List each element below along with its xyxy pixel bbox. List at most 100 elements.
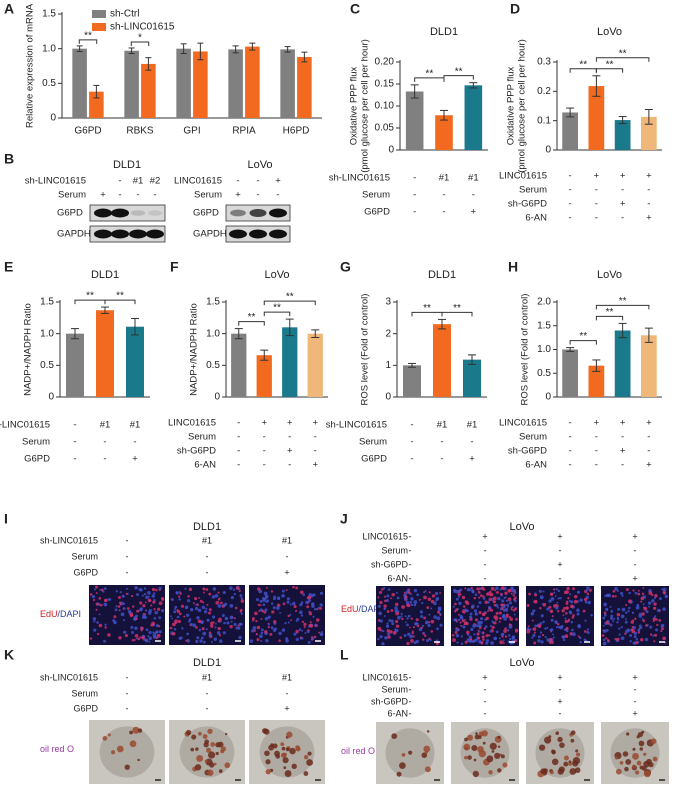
cell-dot xyxy=(654,593,658,598)
cell-dot xyxy=(178,612,182,616)
lipid-droplet xyxy=(557,736,563,743)
condition-label: G6PD xyxy=(73,703,98,713)
cell-dot xyxy=(183,615,186,618)
cell-dot xyxy=(493,621,497,625)
cell-dot xyxy=(625,588,629,592)
cell-dot xyxy=(514,639,518,643)
cell-dot xyxy=(470,586,473,590)
cell-dot xyxy=(197,608,202,613)
cell-dot xyxy=(501,632,504,636)
cell-dot xyxy=(267,625,270,629)
cell-dot xyxy=(413,600,418,604)
cell-dot xyxy=(540,614,544,618)
condition-cell: - xyxy=(314,432,317,443)
cell-dot xyxy=(604,594,607,597)
condition-cell: - xyxy=(136,190,139,201)
condition-label: 6-AN xyxy=(525,460,547,471)
cell-dot xyxy=(226,621,230,625)
cell-dot xyxy=(602,624,605,627)
cell-dot xyxy=(315,618,320,622)
condition-label: LINC01615 xyxy=(499,418,547,429)
cell-dot xyxy=(419,610,424,614)
cell-dot xyxy=(458,601,462,606)
error-bar xyxy=(592,359,601,372)
lipid-droplet xyxy=(286,731,293,738)
cell-dot xyxy=(473,609,478,613)
cell-dot xyxy=(198,597,201,599)
cell-dot xyxy=(158,601,163,606)
cell-dot xyxy=(455,589,459,594)
cell-dot xyxy=(307,629,310,632)
cell-dot xyxy=(220,601,223,605)
cell-dot xyxy=(151,587,156,592)
cell-dot xyxy=(534,599,538,604)
cell-dot xyxy=(232,588,236,592)
cell-dot xyxy=(217,591,220,594)
cell-dot xyxy=(200,636,204,640)
cell-dot xyxy=(103,587,107,591)
lipid-droplet xyxy=(570,738,575,743)
condition-label: LINC01615 xyxy=(168,418,216,429)
cell-dot xyxy=(250,629,255,633)
lipid-droplet xyxy=(622,751,629,757)
cell-dot xyxy=(217,619,221,623)
condition-cell: - xyxy=(126,703,129,713)
cell-dot xyxy=(240,612,243,615)
condition-label: Serum xyxy=(519,432,547,443)
cell-dot xyxy=(510,606,513,609)
condition-cell: - xyxy=(569,199,572,210)
cell-dot xyxy=(482,631,485,634)
cell-dot xyxy=(494,589,497,592)
condition-cell: - xyxy=(569,171,572,182)
condition-label: 6-AN xyxy=(194,460,216,471)
cell-dot xyxy=(137,637,141,641)
blot-band xyxy=(94,208,112,218)
cell-dot xyxy=(115,590,119,593)
legend-swatch xyxy=(92,23,106,31)
significance-label: ** xyxy=(286,292,294,303)
lipid-droplet xyxy=(635,770,640,775)
cell-dot xyxy=(147,635,150,638)
legend-label: sh-Ctrl xyxy=(110,9,139,20)
cell-dot xyxy=(422,638,425,641)
cell-dot xyxy=(436,627,439,631)
panel-letter: H xyxy=(508,259,518,275)
stain-part: EdU xyxy=(40,609,58,619)
cell-dot xyxy=(192,602,195,605)
bar xyxy=(614,330,631,397)
cell-dot xyxy=(208,611,212,615)
cell-dot xyxy=(260,618,263,621)
significance-label: ** xyxy=(606,307,614,318)
condition-cell: - xyxy=(409,672,412,682)
cell-dot xyxy=(144,601,147,604)
cell-dot xyxy=(196,603,199,606)
cell-dot xyxy=(178,595,181,598)
significance-bracket xyxy=(104,299,136,305)
cell-dot xyxy=(381,642,385,646)
lipid-droplet xyxy=(481,730,488,737)
cell-dot xyxy=(199,599,203,603)
cell-dot xyxy=(502,608,507,612)
cell-dot xyxy=(502,604,506,609)
condition-label: LINC01615 xyxy=(362,672,408,682)
cell-dot xyxy=(229,615,234,620)
cell-dot xyxy=(290,619,293,622)
cell-dot xyxy=(461,595,466,600)
cell-dot xyxy=(383,607,387,610)
cell-dot xyxy=(239,594,243,598)
cell-dot xyxy=(95,608,98,611)
condition-cell: + xyxy=(275,176,281,187)
band-label: GAPDH xyxy=(57,229,91,240)
condition-cell: #1 xyxy=(439,173,450,184)
condition-label: sh-G6PD xyxy=(508,446,547,457)
cell-dot xyxy=(113,620,117,625)
significance-bracket xyxy=(130,41,150,46)
lipid-droplet xyxy=(399,762,406,769)
condition-cell: - xyxy=(206,567,209,577)
cell-dot xyxy=(499,640,504,645)
significance-label: ** xyxy=(455,66,463,77)
lipid-droplet xyxy=(463,743,471,751)
lipid-droplet xyxy=(500,754,505,759)
cell-dot xyxy=(289,613,292,616)
bar xyxy=(141,63,156,118)
